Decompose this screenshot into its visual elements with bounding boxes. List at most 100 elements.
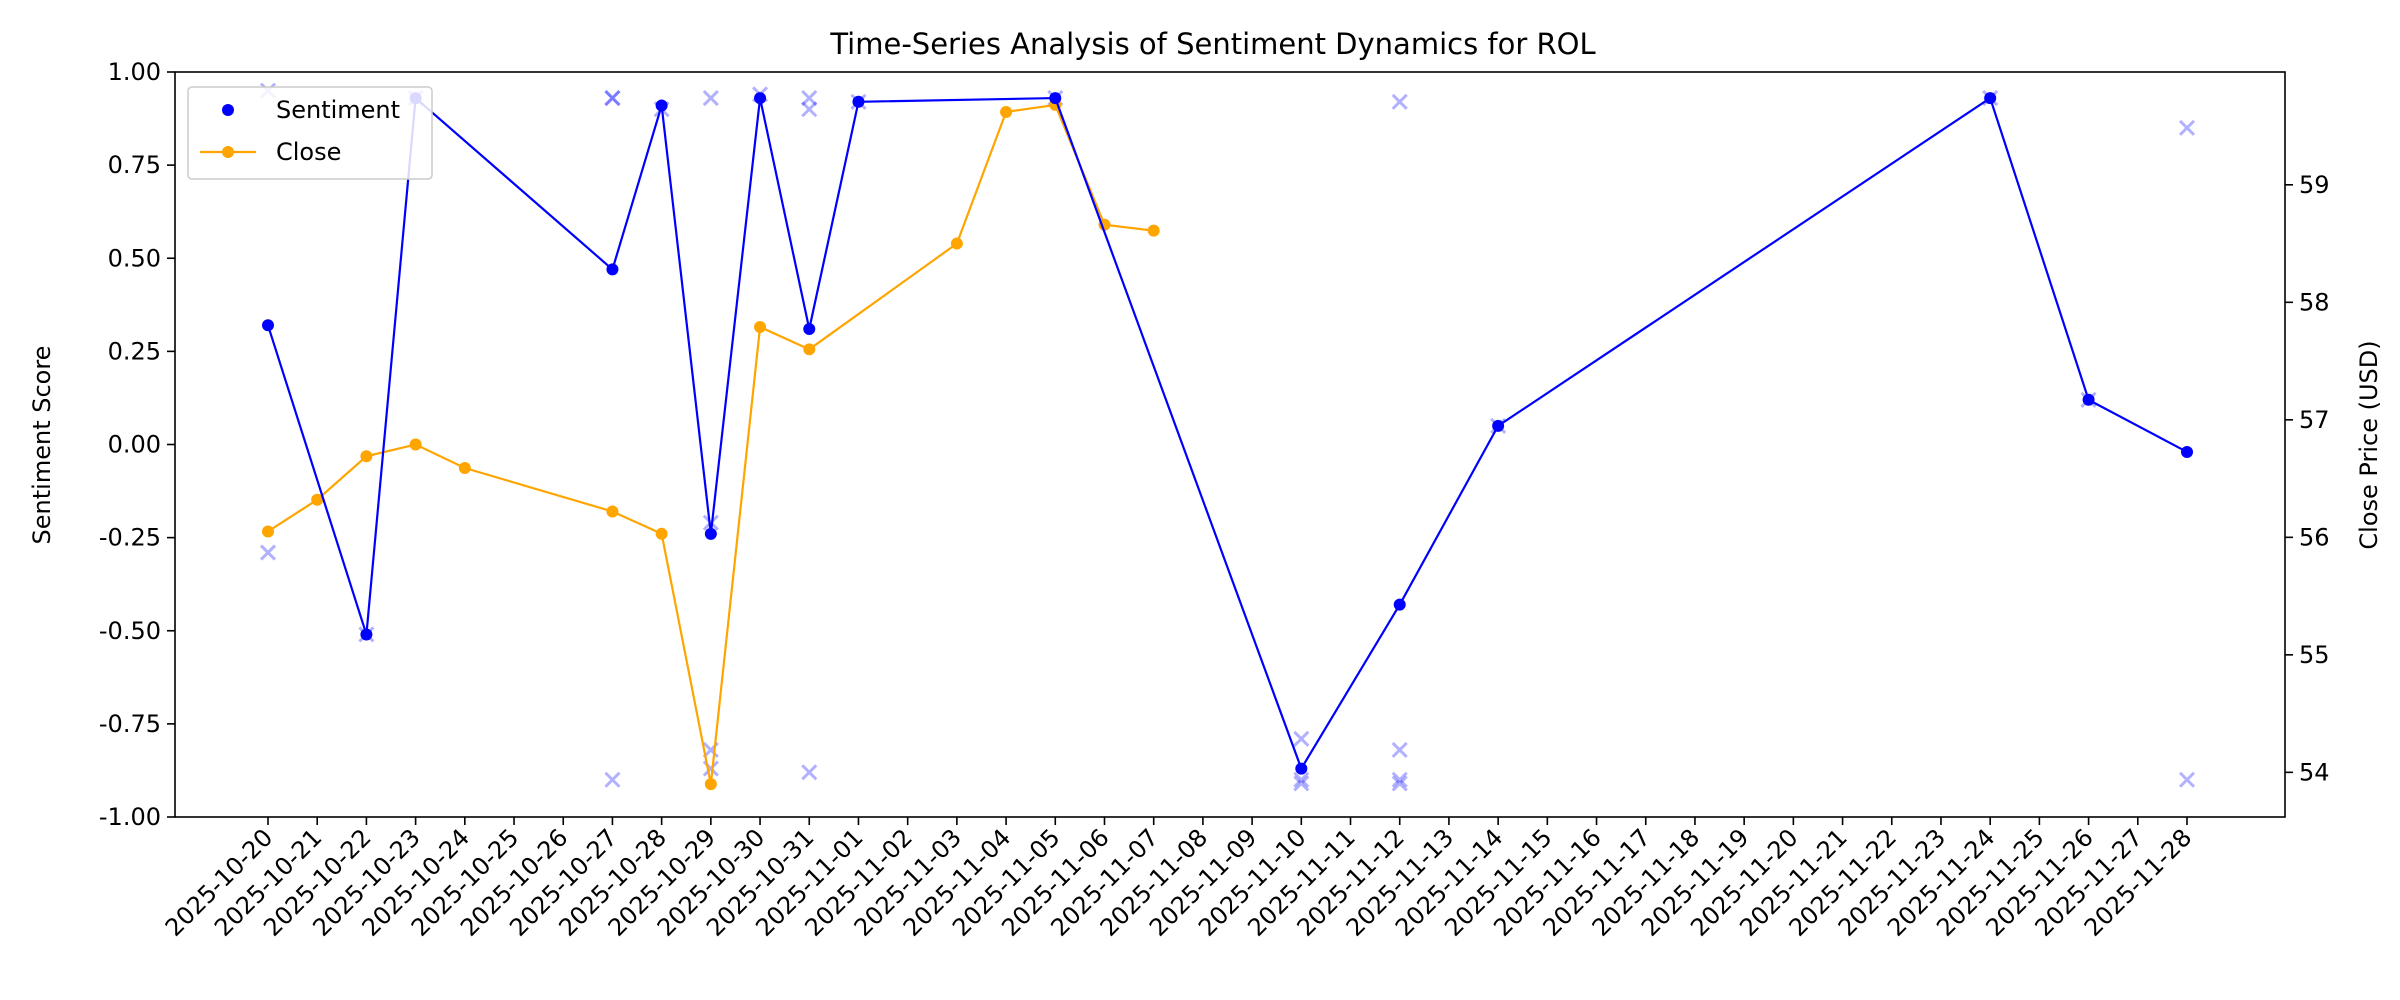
- raw-sentiment-marker-stroke: [1293, 771, 1310, 788]
- raw-sentiment-marker: [801, 764, 818, 781]
- raw-sentiment-marker-stroke: [604, 90, 621, 107]
- legend-sentiment-marker: [222, 104, 234, 116]
- raw-sentiment-marker-stroke: [1293, 775, 1310, 792]
- close-point: [950, 237, 963, 250]
- raw-sentiment-marker: [1293, 730, 1310, 747]
- sentiment-point: [1049, 92, 1062, 105]
- raw-sentiment-marker-stroke: [1391, 93, 1408, 110]
- legend-close-marker: [222, 146, 234, 158]
- raw-sentiment-marker-stroke: [1293, 730, 1310, 747]
- raw-sentiment-marker-stroke: [604, 90, 621, 107]
- raw-sentiment-marker: [1391, 775, 1408, 792]
- left-tick-label: -0.50: [99, 617, 161, 645]
- raw-sentiment-marker-stroke: [801, 101, 818, 118]
- chart-title: Time-Series Analysis of Sentiment Dynami…: [829, 27, 1595, 61]
- raw-sentiment-marker: [801, 90, 818, 107]
- legend-close-label: Close: [276, 138, 341, 166]
- raw-sentiment-marker-stroke: [2178, 771, 2196, 788]
- sentiment-point: [1984, 92, 1997, 105]
- left-tick-label: -0.25: [99, 524, 161, 552]
- close-point: [655, 527, 668, 540]
- raw-sentiment-marker-stroke: [702, 514, 719, 531]
- sentiment-point: [2181, 445, 2193, 458]
- raw-sentiment-marker: [604, 90, 621, 107]
- sentiment-point: [1393, 598, 1406, 611]
- raw-sentiment-marker-stroke: [1391, 771, 1408, 788]
- close-point: [704, 778, 717, 791]
- left-tick-label: 0.00: [108, 431, 161, 459]
- left-tick-label: -1.00: [99, 803, 161, 831]
- right-tick-label: 57: [2299, 406, 2330, 434]
- right-tick-label: 54: [2299, 758, 2330, 786]
- raw-sentiment-marker: [1293, 775, 1310, 792]
- sentiment-point: [852, 95, 865, 108]
- sentiment-line: [266, 95, 2188, 772]
- raw-sentiment-marker: [801, 101, 818, 118]
- close-point: [458, 462, 471, 475]
- plot-area: [259, 82, 2196, 792]
- raw-sentiment-marker: [1391, 93, 1408, 110]
- sentiment-point: [2082, 393, 2095, 406]
- raw-sentiment-marker-stroke: [604, 90, 621, 107]
- raw-sentiment-marker-stroke: [1391, 741, 1408, 759]
- raw-sentiment-marker-stroke: [801, 90, 818, 107]
- left-tick-label: 0.75: [108, 151, 161, 179]
- left-tick-label: -0.75: [99, 710, 161, 738]
- raw-sentiment-marker: [2178, 771, 2196, 788]
- right-tick-label: 59: [2299, 171, 2330, 199]
- raw-sentiment-marker-stroke: [801, 764, 818, 781]
- raw-sentiment-marker: [702, 90, 719, 107]
- sentiment-point: [754, 92, 767, 105]
- left-tick-label: 0.25: [108, 337, 161, 365]
- left-axis-title: Sentiment Score: [28, 346, 56, 545]
- raw-sentiment-marker-stroke: [259, 544, 277, 561]
- close-point: [754, 320, 767, 333]
- raw-sentiment-marker: [2178, 119, 2196, 136]
- left-tick-label: 1.00: [108, 58, 161, 86]
- raw-sentiment-marker-stroke: [1391, 741, 1408, 759]
- raw-sentiment-marker-stroke: [1293, 771, 1310, 788]
- raw-sentiment-marker-stroke: [604, 90, 621, 107]
- close-point: [360, 450, 373, 463]
- legend: Sentiment Close: [187, 86, 433, 180]
- axes: -1.00 -0.75 -0.50 -0.25 0.00 0.25 0.50 0.75 1.00…: [99, 58, 2330, 942]
- close-point: [262, 525, 274, 538]
- raw-sentiment-marker-stroke: [702, 90, 719, 107]
- close-point: [803, 343, 816, 356]
- left-tick-label: 0.50: [108, 244, 161, 272]
- legend-box: [187, 86, 433, 180]
- sentiment-point: [360, 628, 373, 641]
- close-point: [606, 505, 619, 518]
- raw-sentiment-marker: [1391, 771, 1408, 788]
- raw-sentiment-marker-stroke: [2178, 119, 2196, 136]
- close-point: [1147, 224, 1160, 237]
- raw-sentiment-marker-stroke: [702, 760, 719, 777]
- raw-sentiment-marker-stroke: [801, 764, 818, 781]
- raw-sentiment-marker: [604, 90, 621, 107]
- raw-sentiment-marker-stroke: [2178, 771, 2196, 788]
- close-point: [311, 493, 324, 506]
- raw-sentiment-marker-stroke: [801, 101, 818, 118]
- raw-sentiment-marker-stroke: [702, 514, 719, 531]
- legend-sentiment-label: Sentiment: [276, 96, 400, 124]
- raw-sentiment-marker: [1391, 741, 1408, 759]
- raw-sentiment-marker: [1293, 771, 1310, 788]
- raw-sentiment-marker: [259, 544, 277, 561]
- raw-sentiment-marker-stroke: [1391, 775, 1408, 792]
- sentiment-point: [803, 323, 816, 336]
- sentiment-point: [704, 527, 717, 540]
- right-tick-label: 56: [2299, 523, 2330, 551]
- close-point: [409, 438, 422, 451]
- raw-sentiment-marker-stroke: [604, 771, 621, 788]
- raw-sentiment-marker-stroke: [702, 90, 719, 107]
- sentiment-point: [1295, 762, 1308, 775]
- raw-sentiment-marker-stroke: [1391, 93, 1408, 110]
- raw-sentiment-marker-stroke: [2178, 119, 2196, 136]
- raw-sentiment-marker-stroke: [1391, 771, 1408, 788]
- raw-sentiment-marker: [604, 771, 621, 788]
- raw-sentiment-marker-stroke: [1293, 775, 1310, 792]
- raw-sentiment-marker: [702, 514, 719, 531]
- sentiment-point: [1492, 419, 1505, 432]
- right-tick-label: 55: [2299, 641, 2330, 669]
